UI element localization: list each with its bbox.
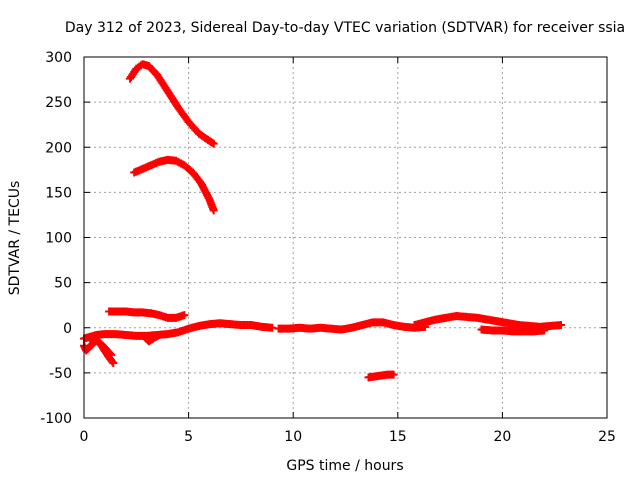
x-tick-label: 15 [389,429,407,445]
data-point [209,139,218,148]
series-arc-dip-2 [86,335,116,359]
chart-title: Day 312 of 2023, Sidereal Day-to-day VTE… [65,20,625,36]
series-arc-afternoon [410,312,565,331]
series-arc-upper-high [126,60,218,148]
series-arc-near-zero-high [105,307,189,322]
data-point [106,349,115,358]
y-axis-label: SDTVAR / TECUs [7,181,23,296]
y-tick-label: 300 [45,50,72,66]
plot-frame [83,56,608,419]
data-point [556,321,565,330]
data-point [109,358,118,367]
series-arc-negative [364,370,398,382]
y-tick-label: 0 [63,321,72,337]
x-tick-label: 20 [493,429,511,445]
x-axis-label: GPS time / hours [286,458,403,474]
axis-ticks: 0 5 10 15 20 25 -100 -50 0 50 100 150 200 250 300 [40,50,616,445]
x-tick-label: 0 [80,429,89,445]
y-tick-label: 50 [54,276,72,292]
y-tick-label: -100 [40,411,72,427]
data-point [108,357,117,366]
x-tick-label: 25 [598,429,616,445]
y-tick-label: 200 [45,140,72,156]
data-point [180,311,189,320]
y-tick-label: 100 [45,231,72,247]
series-arc-afternoon-2 [477,325,549,336]
data-point [540,326,549,335]
x-tick-label: 5 [184,429,193,445]
series-arc-dip-3 [140,330,164,346]
y-tick-label: -50 [49,366,72,382]
x-tick-label: 10 [284,429,302,445]
y-tick-label: 150 [45,185,72,201]
data-point [107,350,116,359]
data-point [209,206,218,215]
data-point [155,330,164,339]
series-arc-upper-mid [130,155,218,215]
data-point [389,370,398,379]
y-tick-label: 250 [45,95,72,111]
